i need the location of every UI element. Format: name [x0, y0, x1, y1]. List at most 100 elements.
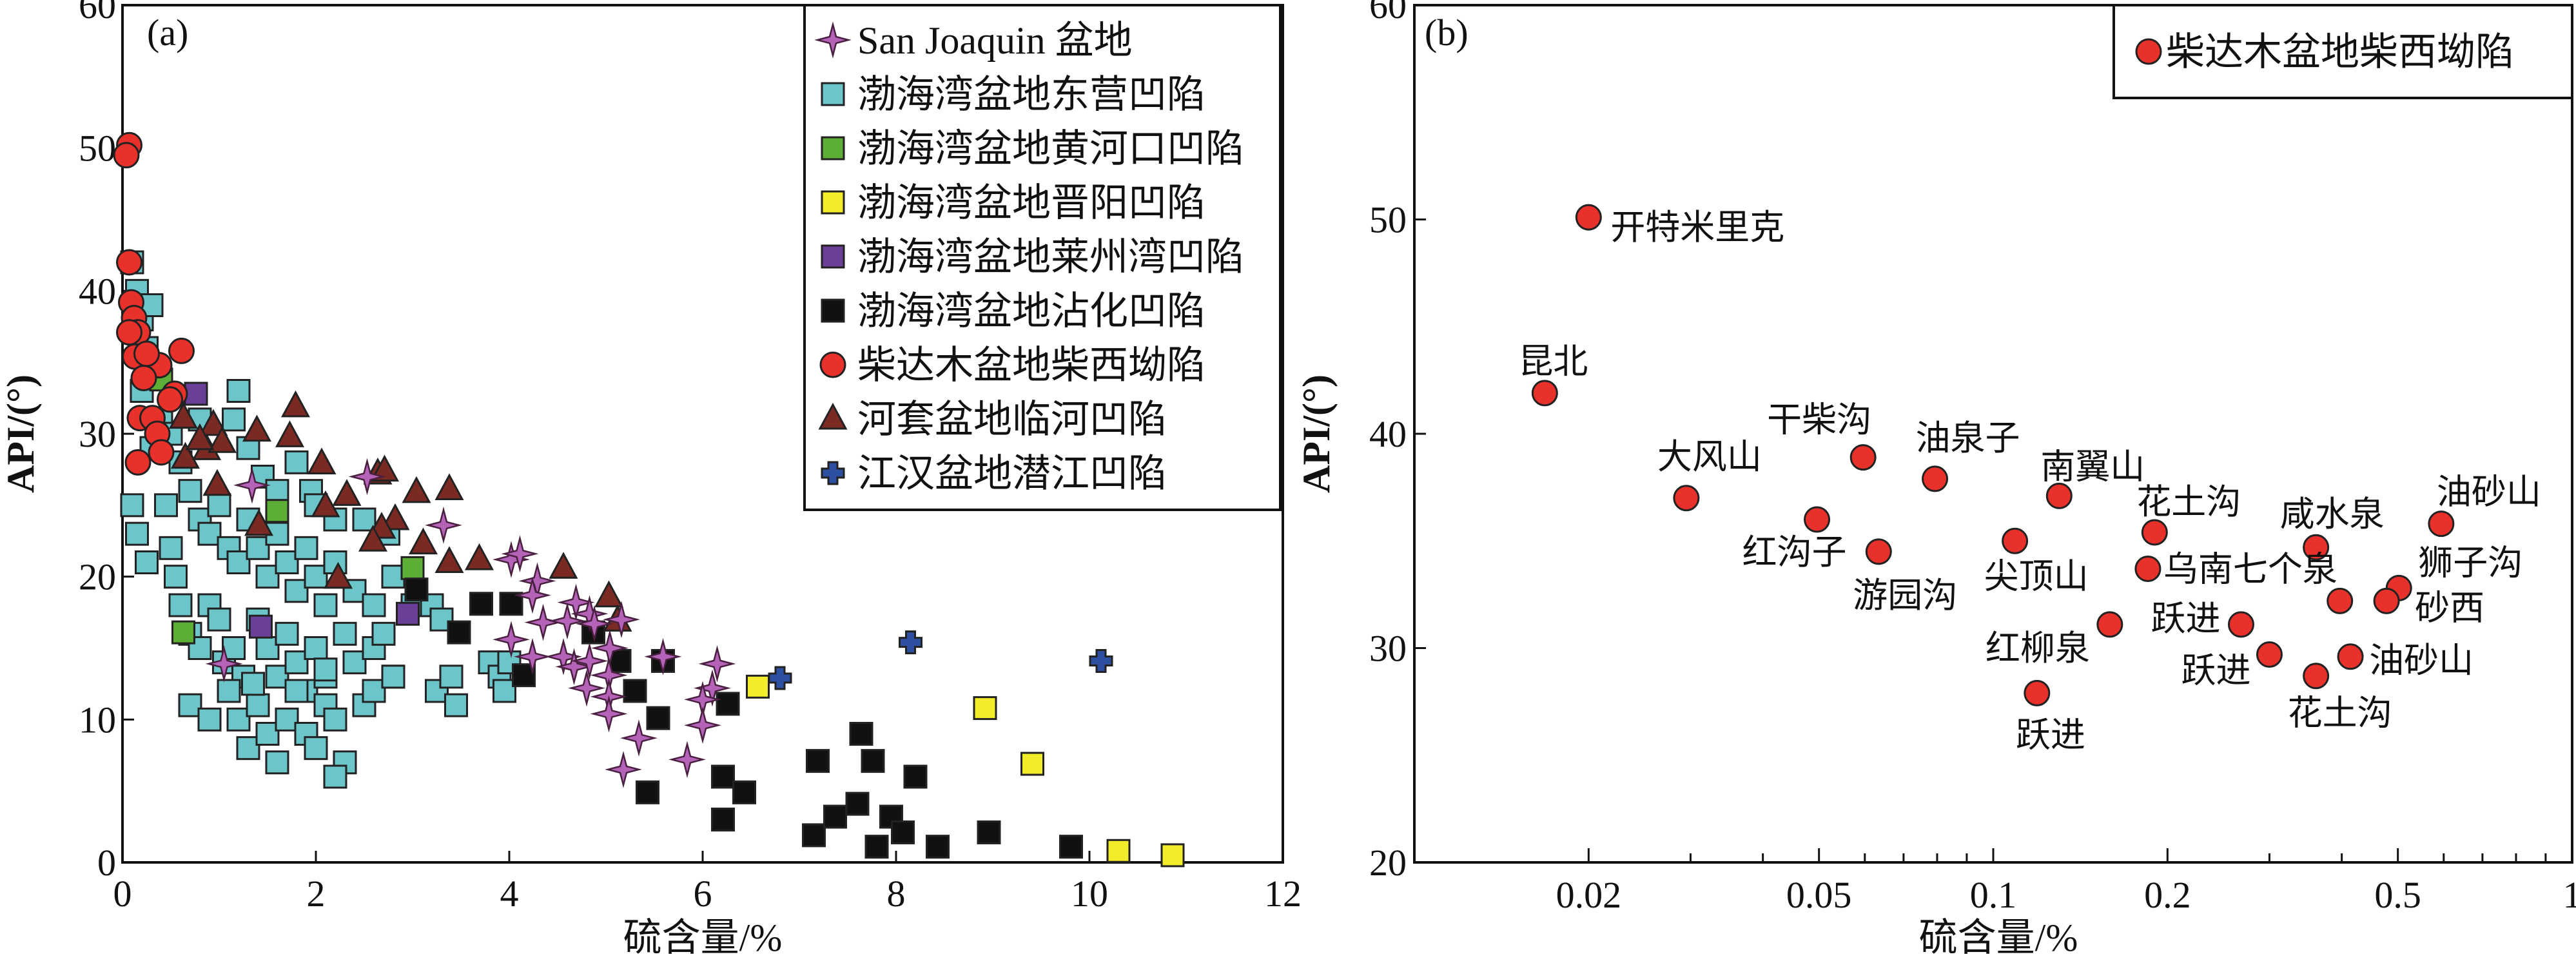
chart-b: (b) 0.02 0.05 0.1 0.2 0.5 1 20 30 40 50 60 开特米里克昆北… [1295, 0, 2576, 959]
data-point [157, 386, 183, 413]
legend-label: 柴达木盆地柴西坳陷 [2166, 31, 2514, 73]
data-point [746, 674, 770, 699]
data-point [977, 820, 1001, 844]
legend-marker [821, 461, 845, 485]
x-tick-label: 10 [1071, 873, 1108, 915]
data-point [135, 550, 159, 574]
data-point [265, 479, 289, 503]
data-point [711, 808, 735, 831]
data-point [845, 791, 870, 816]
x-tick-label: 0.5 [2374, 874, 2421, 916]
data-point [549, 602, 586, 640]
x-tick-label: 0 [113, 873, 132, 915]
legend-label: 渤海湾盆地东营凹陷 [857, 73, 1205, 116]
x-tick-label: 0.05 [1786, 874, 1852, 916]
data-point [304, 565, 328, 589]
data-point [207, 607, 231, 632]
data-point [926, 835, 950, 859]
legend-label: 江汉盆地潜江凹陷 [857, 452, 1167, 495]
data-point [130, 365, 157, 392]
point-label: 红柳泉 [1986, 629, 2090, 668]
point-label: 跃进 [2181, 651, 2250, 690]
data-point [222, 636, 246, 660]
point-label: 干柴沟 [1767, 401, 1871, 440]
data-point [499, 592, 523, 616]
data-point [323, 561, 353, 589]
x-tick-label: 2 [307, 873, 326, 915]
data-point [864, 835, 889, 859]
legend-label: 渤海湾盆地晋阳凹陷 [857, 182, 1205, 224]
data-point [168, 402, 199, 429]
chart-a: (a) 0 2 4 6 8 10 12 0 10 20 30 40 50 60 硫含量/% API/(°)… [0, 0, 1302, 959]
legend-marker [821, 190, 845, 215]
legend-marker [2135, 38, 2162, 65]
data-point [557, 583, 595, 621]
data-point [1531, 380, 1558, 407]
data-point [168, 337, 195, 364]
data-point [2303, 534, 2330, 561]
y-tick-label: 60 [1369, 0, 1407, 26]
data-point [524, 603, 562, 641]
data-point [164, 565, 188, 589]
data-point [381, 665, 405, 689]
data-point [408, 527, 438, 555]
point-label: 尖顶山 [1984, 557, 2089, 596]
data-point [178, 479, 202, 503]
data-point [284, 679, 309, 703]
data-point [171, 620, 195, 645]
data-point [304, 736, 328, 761]
chart-a-legend-box [803, 4, 1282, 511]
data-point [280, 390, 311, 418]
data-point [396, 601, 420, 626]
data-point [2024, 679, 2051, 706]
data-point [493, 621, 530, 659]
data-point [133, 340, 160, 367]
y-tick-label: 20 [79, 556, 116, 598]
y-tick-label: 50 [1369, 199, 1407, 241]
chart-b-xlabel: 硫含量/% [1919, 917, 2078, 959]
data-point [2002, 527, 2029, 554]
legend-label: 渤海湾盆地莱州湾凹陷 [857, 236, 1244, 278]
data-point [255, 565, 280, 589]
data-point [323, 707, 347, 732]
legend-marker [821, 298, 845, 323]
data-point [973, 696, 997, 721]
legend-label: 柴达木盆地柴西坳陷 [857, 344, 1205, 387]
y-tick-label: 20 [1369, 842, 1407, 884]
data-point [646, 706, 670, 730]
data-point [352, 507, 376, 532]
legend-marker [818, 402, 848, 430]
data-point [434, 546, 464, 573]
x-tick-label: 8 [887, 873, 906, 915]
y-tick-label: 30 [1369, 628, 1407, 670]
data-point [568, 669, 605, 707]
data-point [464, 543, 494, 570]
point-label: 昆北 [1518, 342, 1588, 381]
data-point [222, 407, 246, 432]
data-point [304, 636, 328, 660]
data-point [1849, 444, 1877, 471]
data-point [768, 666, 792, 690]
chart-b-panel-label: (b) [1425, 12, 1469, 53]
data-point [469, 592, 493, 616]
data-point [571, 642, 609, 680]
data-point [202, 469, 232, 496]
data-point [275, 707, 299, 732]
data-point [120, 493, 144, 518]
data-point [226, 550, 251, 574]
chart-a-ylabel: API/(°) [0, 374, 42, 493]
data-point [207, 493, 231, 518]
data-point [332, 479, 362, 506]
chart-b-ylabel: API/(°) [1295, 374, 1338, 493]
data-point [2337, 643, 2364, 670]
data-point [605, 751, 642, 788]
data-point [236, 736, 260, 761]
data-point [802, 823, 826, 848]
data-point [571, 595, 609, 633]
x-tick-label: 0.02 [1556, 874, 1622, 916]
y-tick-label: 40 [1369, 413, 1407, 455]
data-point [178, 693, 202, 717]
data-point [205, 645, 243, 683]
data-point [246, 693, 270, 717]
